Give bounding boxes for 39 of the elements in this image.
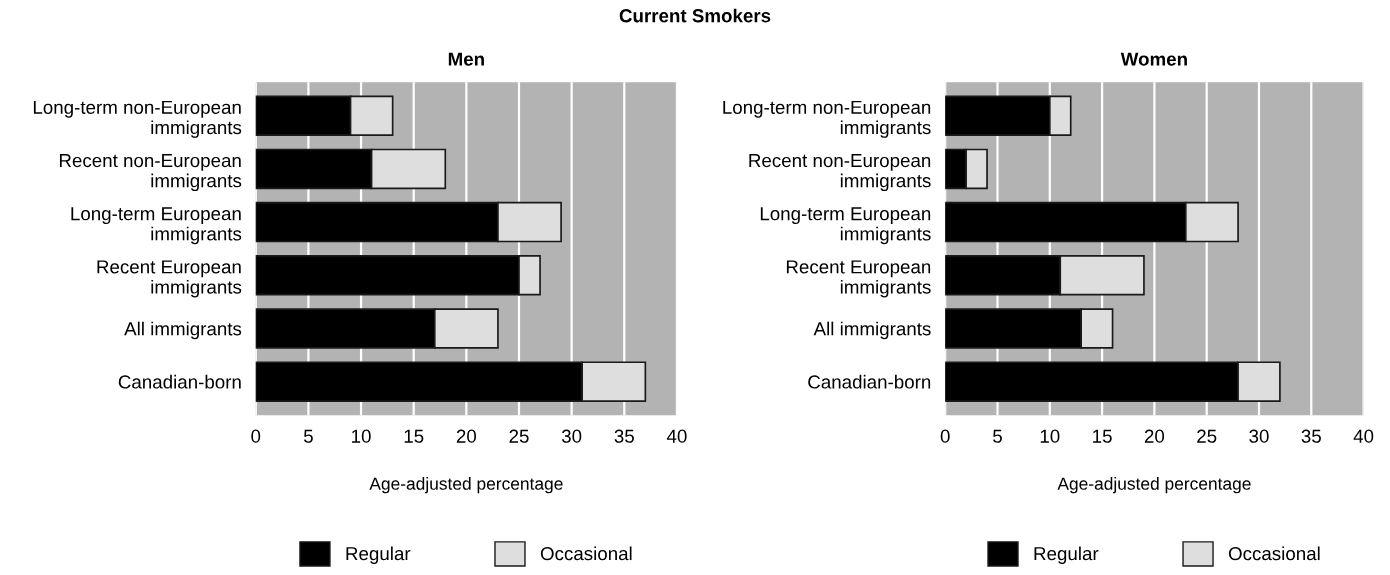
x-tick-label: 5 [993,429,1002,443]
x-tick-label: 15 [1093,429,1112,443]
x-tick-label: 0 [940,429,950,443]
x-tick-label: 10 [1040,429,1060,443]
x-tick-label: 10 [352,429,371,443]
x-tick-label: 20 [456,429,477,443]
legend-label: Occasional [540,546,632,561]
legend-label: Regular [346,546,411,564]
x-tick-label: 25 [1197,429,1217,443]
y-tick-label: Recent European immigrants [786,260,931,298]
x-axis-title: Age-adjusted percentage [369,477,563,494]
x-axis-title: Age-adjusted percentage [1057,477,1251,494]
legend-label: Occasional [1228,546,1320,561]
y-tick-label: All immigrants [124,321,242,340]
chart-title: Women [1120,52,1187,66]
x-tick-label: 35 [1301,429,1321,443]
chart-title: Men [448,52,484,66]
x-tick-label: 25 [509,429,529,443]
y-tick-label: Canadian-born [118,374,241,389]
y-tick-label: Recent non-European immigrants [59,154,242,192]
x-tick-label: 30 [561,429,582,443]
x-tick-label: 30 [1249,429,1269,443]
legend-label: Regular [1034,546,1099,564]
x-tick-label: 40 [666,429,687,443]
x-tick-label: 35 [614,429,634,443]
x-tick-label: 15 [404,429,424,443]
x-tick-label: 0 [251,429,261,443]
y-tick-label: Recent non-European immigrants [749,154,931,192]
y-tick-label: Long-term non-European immigrants [723,100,931,138]
text: Current Smokers [619,8,771,23]
y-tick-label: Canadian-born [808,374,931,389]
x-tick-label: 5 [303,429,313,443]
y-tick-label: Long-term non-European immigrants [33,100,242,138]
y-tick-label: All immigrants [813,321,931,340]
x-tick-label: 40 [1353,429,1374,443]
y-tick-label: Long-term European immigrants [71,207,242,245]
y-tick-label: Recent European immigrants [97,260,242,298]
y-tick-label: Long-term European immigrants [760,207,931,245]
x-tick-label: 20 [1144,429,1165,443]
